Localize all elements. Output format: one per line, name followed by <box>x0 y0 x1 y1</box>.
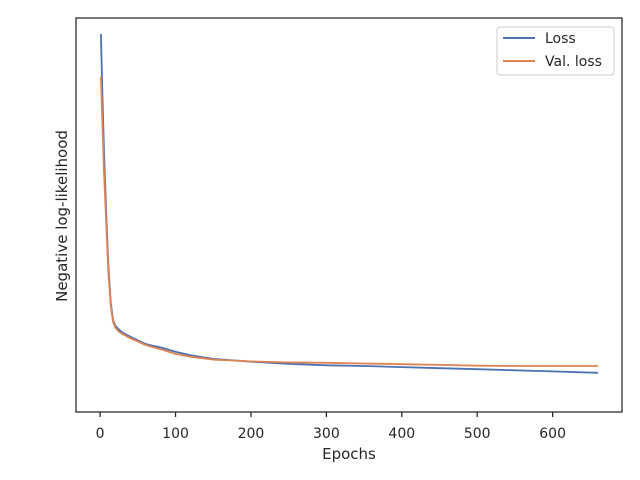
x-tick-label: 600 <box>539 426 566 442</box>
x-ticks: 0 100 200 300 400 500 600 <box>96 412 566 442</box>
series-line-val-loss <box>100 76 598 367</box>
x-tick-label: 300 <box>313 426 340 442</box>
x-tick-label: 400 <box>388 426 415 442</box>
x-tick-label: 200 <box>238 426 265 442</box>
legend: Loss Val. loss <box>496 26 615 76</box>
legend-label-val-loss: Val. loss <box>545 54 602 70</box>
x-tick-label: 500 <box>464 426 491 442</box>
series-layer <box>100 33 598 374</box>
y-axis-label: Negative log-likelihood <box>53 130 71 302</box>
plot-frame <box>75 17 623 413</box>
x-tick-label: 0 <box>96 426 105 442</box>
x-tick-label: 100 <box>162 426 189 442</box>
legend-label-loss: Loss <box>545 31 576 47</box>
x-axis-label: Epochs <box>322 445 376 463</box>
plot-background <box>76 18 622 412</box>
